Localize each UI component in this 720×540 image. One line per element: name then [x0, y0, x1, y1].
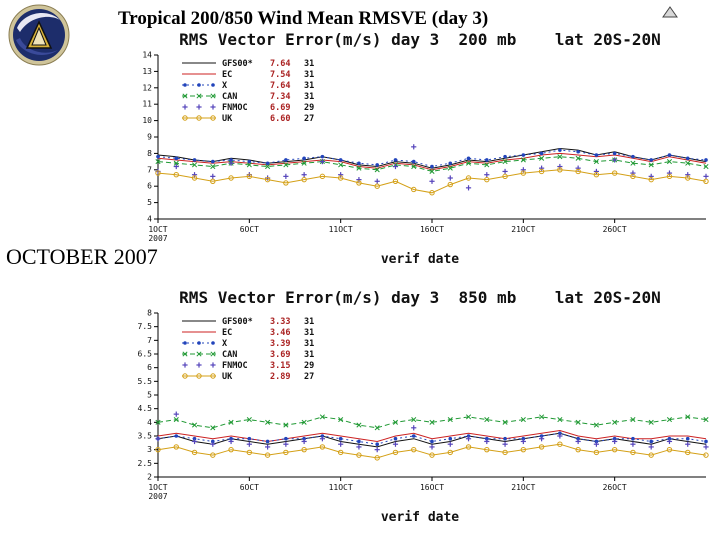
legend-mean-value: 6.69 [270, 103, 290, 113]
y-tick-label: 5.5 [138, 377, 153, 386]
y-tick-label: 4 [147, 215, 152, 224]
legend-count-value: 31 [304, 328, 314, 338]
y-tick-label: 8 [147, 149, 152, 158]
legend-model-name: X [222, 339, 227, 349]
x-tick-label: 16OCT [420, 225, 444, 234]
x-tick-label: 6OCT [240, 483, 259, 492]
legend-model-name: UK [222, 372, 233, 382]
x-tick-label: 11OCT [329, 225, 353, 234]
legend-mean-value: 3.46 [270, 328, 290, 338]
legend-model-name: EC [222, 328, 232, 338]
legend-mean-value: 7.64 [270, 81, 290, 91]
y-tick-label: 6.5 [138, 350, 153, 359]
y-tick-label: 12 [142, 83, 152, 92]
x-tick-label: 26OCT [603, 225, 627, 234]
x-tick-label: 16OCT [420, 483, 444, 492]
x-tick-sublabel: 2007 [148, 492, 167, 501]
legend-count-value: 31 [304, 81, 314, 91]
legend-mean-value: 3.69 [270, 350, 290, 360]
legend-model-name: GFS00* [222, 59, 253, 69]
legend-model-name: FNMOC [222, 103, 248, 113]
x-tick-label: 11OCT [329, 483, 353, 492]
chart-200mb-block: RMS Vector Error(m/s) day 3 200 mb lat 2… [128, 30, 712, 267]
corner-triangle-icon [662, 5, 678, 23]
legend-mean-value: 7.34 [270, 92, 290, 102]
legend-model-name: CAN [222, 350, 237, 360]
legend-count-value: 29 [304, 103, 314, 113]
chart-850mb-block: RMS Vector Error(m/s) day 3 850 mb lat 2… [128, 288, 712, 525]
ncep-noaa-emblem-icon [8, 4, 70, 66]
legend-model-name: CAN [222, 92, 237, 102]
legend-model-name: GFS00* [222, 317, 253, 327]
legend-count-value: 27 [304, 372, 314, 382]
y-tick-label: 5 [147, 198, 152, 207]
x-tick-label: 1OCT [148, 225, 167, 234]
logo-graphic [8, 4, 70, 66]
legend-mean-value: 6.60 [270, 114, 290, 124]
legend-model-name: FNMOC [222, 361, 248, 371]
series-line-UK [157, 443, 707, 459]
chart-200mb-title: RMS Vector Error(m/s) day 3 200 mb lat 2… [179, 30, 661, 49]
legend-mean-value: 2.89 [270, 372, 290, 382]
page-title: Tropical 200/850 Wind Mean RMSVE (day 3) [118, 8, 489, 29]
legend-count-value: 29 [304, 361, 314, 371]
x-tick-label: 6OCT [240, 225, 259, 234]
x-tick-label: 21OCT [511, 483, 535, 492]
chart-850mb-xaxis-label: verif date [380, 510, 460, 525]
legend-model-name: X [222, 81, 227, 91]
y-tick-label: 6 [147, 182, 152, 191]
legend-mean-value: 3.33 [270, 317, 290, 327]
y-tick-label: 7.5 [138, 322, 153, 331]
x-tick-sublabel: 2007 [148, 234, 167, 243]
legend-mean-value: 3.15 [270, 361, 290, 371]
x-tick-label: 21OCT [511, 225, 535, 234]
y-tick-label: 14 [142, 51, 152, 60]
y-tick-label: 3 [147, 445, 152, 454]
y-tick-label: 13 [142, 67, 152, 76]
y-tick-label: 8 [147, 309, 152, 318]
x-tick-label: 1OCT [148, 483, 167, 492]
y-tick-label: 4.5 [138, 404, 153, 413]
y-tick-label: 7 [147, 336, 152, 345]
legend-count-value: 31 [304, 70, 314, 80]
legend-count-value: 31 [304, 92, 314, 102]
legend-model-name: UK [222, 114, 233, 124]
legend-model-name: EC [222, 70, 232, 80]
y-tick-label: 3.5 [138, 432, 153, 441]
y-tick-label: 10 [142, 116, 152, 125]
legend-count-value: 31 [304, 317, 314, 327]
chart-200mb-xaxis-label: verif date [380, 252, 460, 267]
period-label: OCTOBER 2007 [6, 244, 158, 269]
y-tick-label: 4 [147, 418, 152, 427]
y-tick-label: 6 [147, 363, 152, 372]
y-tick-label: 11 [142, 100, 152, 109]
x-tick-label: 26OCT [603, 483, 627, 492]
legend-mean-value: 7.54 [270, 70, 290, 80]
legend-count-value: 27 [304, 114, 314, 124]
legend-count-value: 31 [304, 339, 314, 349]
legend-count-value: 31 [304, 59, 314, 69]
y-tick-label: 2 [147, 473, 152, 482]
y-tick-label: 9 [147, 133, 152, 142]
legend-mean-value: 7.64 [270, 59, 290, 69]
y-tick-label: 5 [147, 391, 152, 400]
legend-count-value: 31 [304, 350, 314, 360]
y-tick-label: 7 [147, 165, 152, 174]
chart-850mb-title: RMS Vector Error(m/s) day 3 850 mb lat 2… [179, 288, 661, 307]
y-tick-label: 2.5 [138, 459, 153, 468]
legend-mean-value: 3.39 [270, 339, 290, 349]
series-line-UK [157, 169, 707, 194]
